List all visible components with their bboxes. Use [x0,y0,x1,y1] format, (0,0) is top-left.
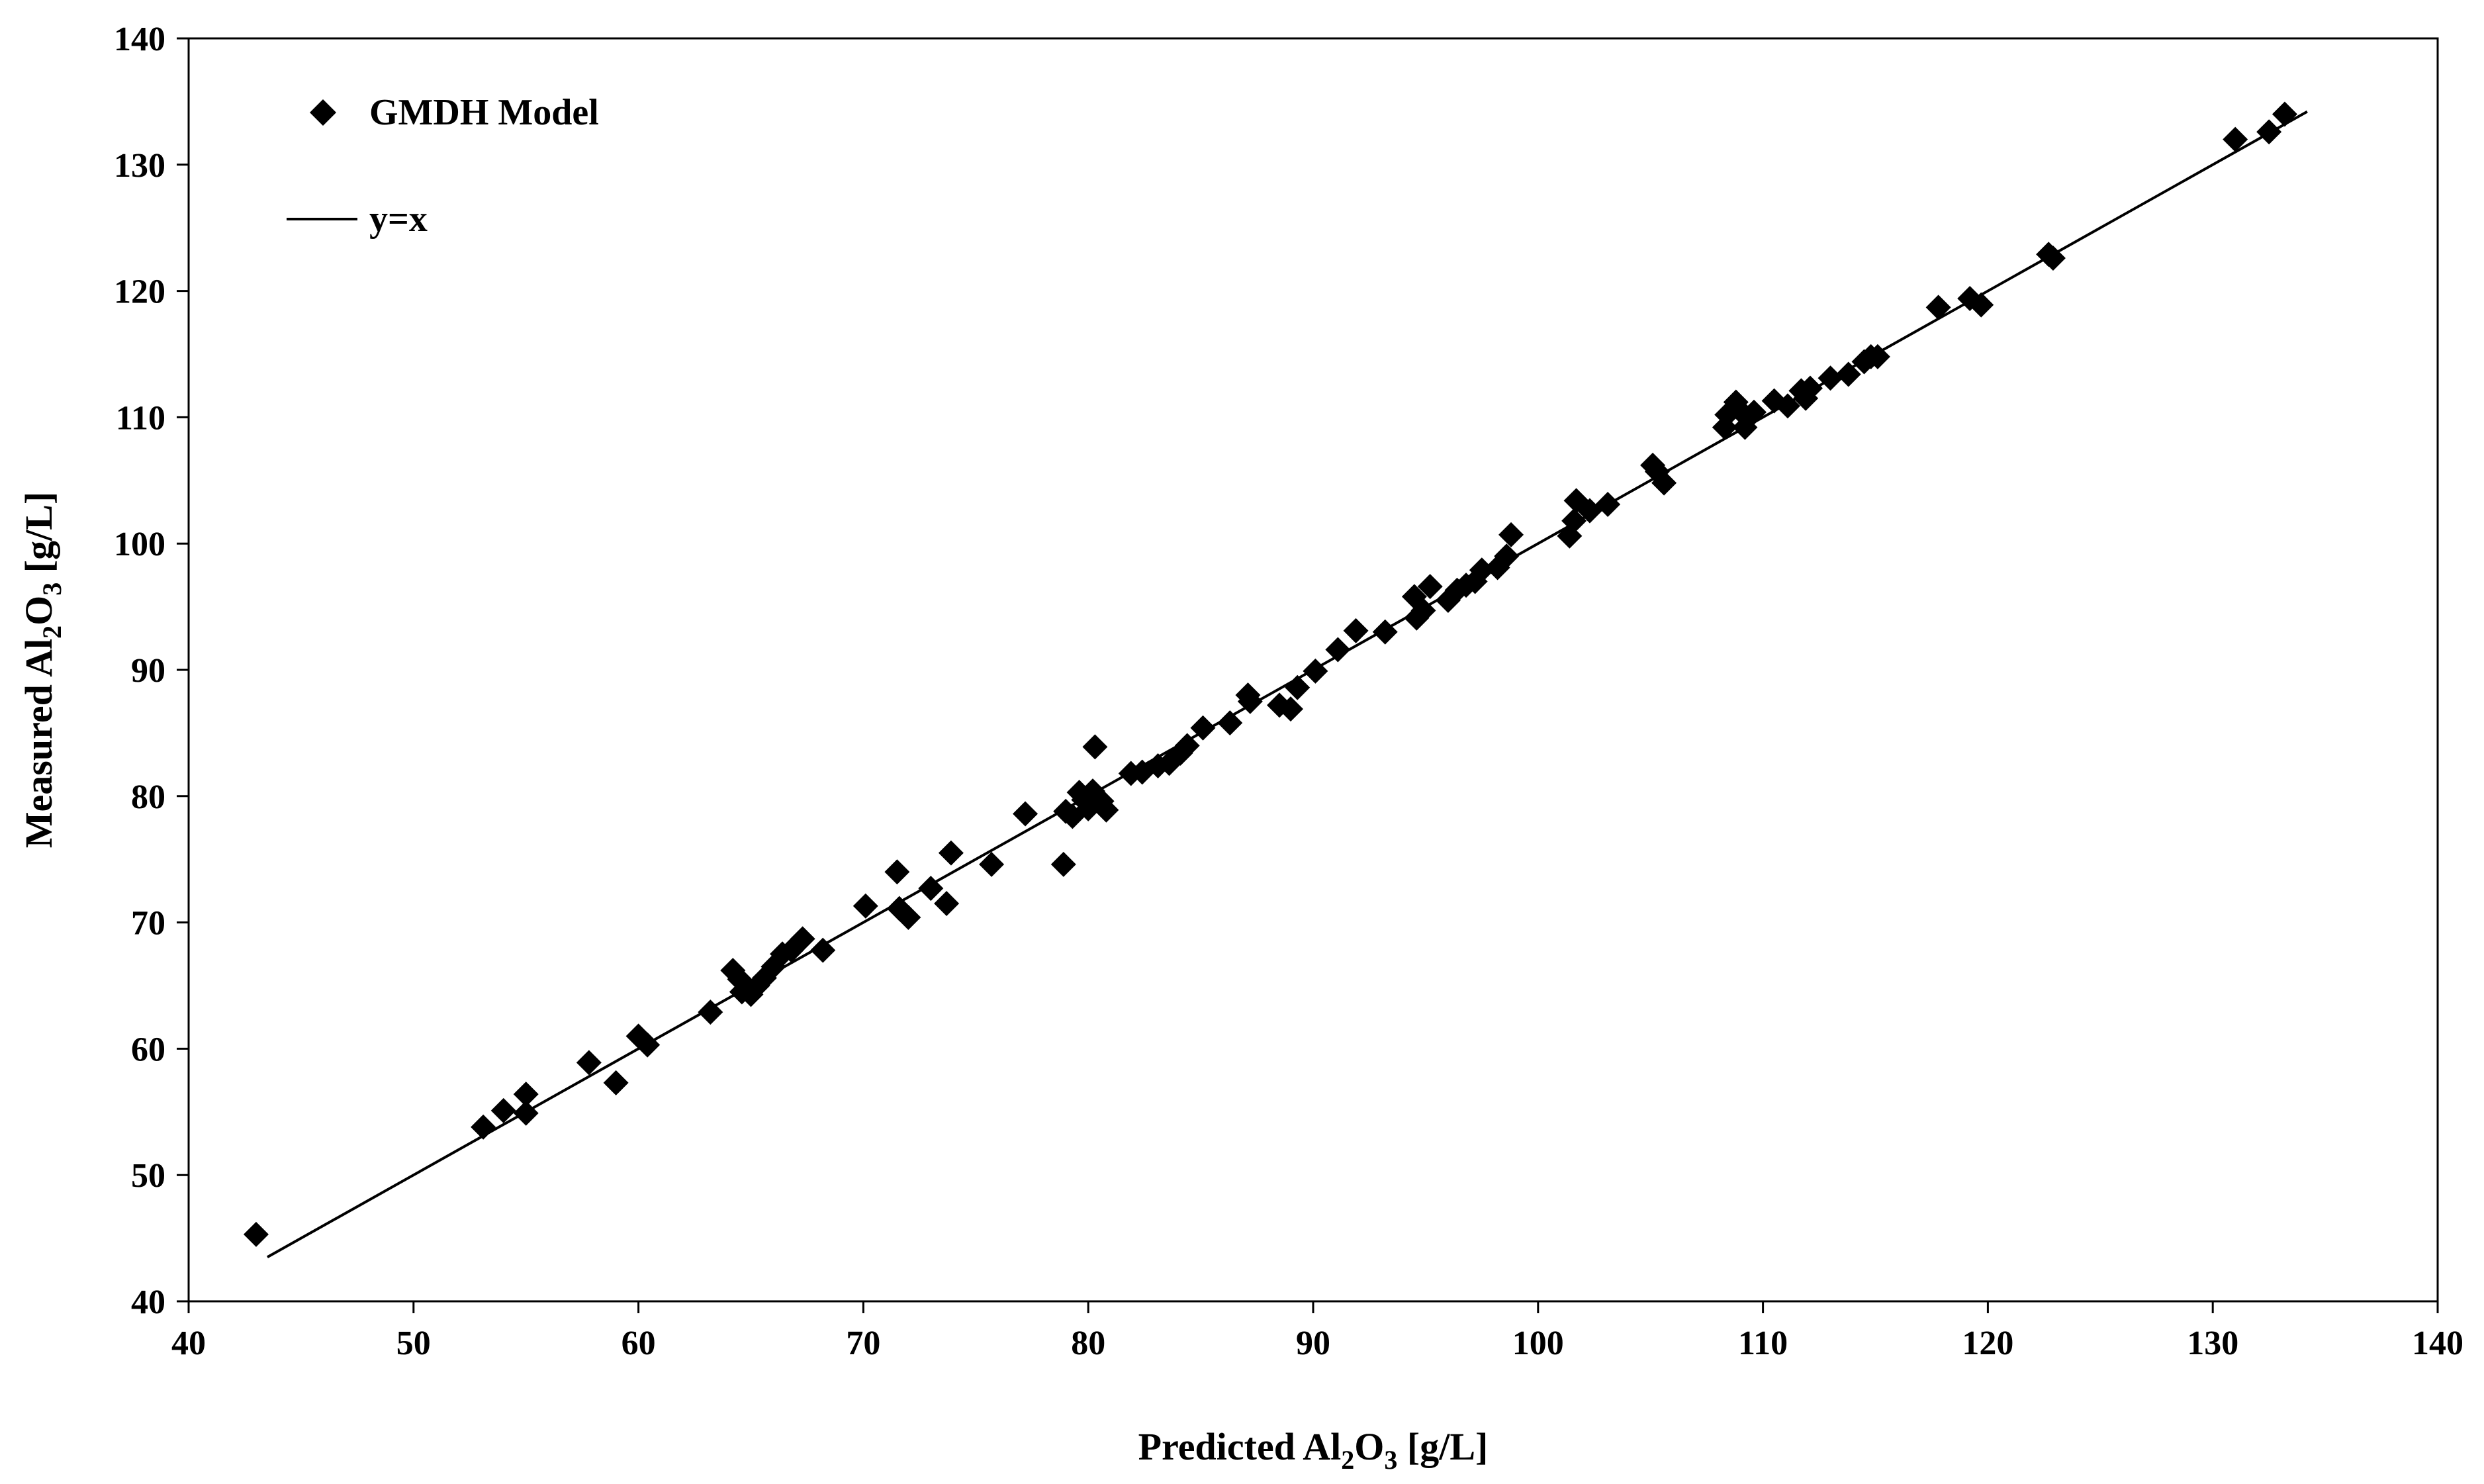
data-point [1343,618,1369,643]
legend: GMDH Model y=x [287,92,599,240]
data-point [635,1032,661,1058]
data-point [1561,508,1587,533]
y-axis-ticks: 40 50 60 70 80 90 100 110 120 130 140 [114,21,189,1321]
data-point [1410,598,1436,624]
data-point [513,1100,539,1126]
y-tick-label: 70 [131,905,165,943]
legend-label-identity-line: y=x [369,199,428,240]
data-point [1237,688,1263,714]
data-point [1325,637,1351,663]
data-point [1797,375,1823,401]
x-tick-label: 80 [1071,1324,1105,1362]
y-tick-label: 40 [131,1283,165,1321]
x-tick-label: 60 [621,1324,656,1362]
y-tick-label: 50 [131,1157,165,1195]
data-point [576,1050,602,1076]
data-point [1372,619,1398,645]
data-point [979,851,1005,877]
data-point [938,840,964,866]
data-point [1864,344,1890,369]
data-point [1013,801,1038,827]
data-point [1082,734,1108,760]
data-point [603,1070,629,1095]
x-tick-label: 140 [2412,1324,2463,1362]
data-point [1741,399,1767,425]
data-point [1469,557,1495,583]
data-point [1174,733,1200,759]
y-axis-title: Measured Al2O3 [g/L] [17,492,67,848]
data-point [810,937,836,963]
x-tick-label: 120 [1962,1324,2013,1362]
x-tick-label: 40 [171,1324,206,1362]
data-point [1190,715,1216,741]
data-point [1093,797,1119,823]
data-point [1774,393,1800,419]
data-point [2040,245,2066,271]
data-point [884,859,910,885]
x-axis-ticks: 40 50 60 70 80 90 100 110 120 130 140 [171,1301,2463,1362]
y-tick-label: 110 [116,399,165,437]
data-point [1494,543,1520,569]
data-point [490,1097,516,1123]
y-tick-label: 60 [131,1031,165,1068]
data-point [513,1082,539,1107]
x-tick-label: 50 [396,1324,431,1362]
data-point [2272,101,2297,127]
data-point [896,904,921,930]
data-point [2223,126,2248,152]
x-tick-label: 110 [1738,1324,1788,1362]
x-tick-label: 130 [2187,1324,2238,1362]
y-tick-label: 130 [114,147,165,185]
data-point [243,1221,269,1247]
gmdh-model-series [243,101,2297,1247]
y-tick-label: 100 [114,526,165,563]
x-tick-label: 90 [1296,1324,1330,1362]
data-point [698,999,723,1025]
data-point [1498,522,1524,547]
data-point [790,926,815,952]
data-point [471,1114,496,1140]
data-point [1651,470,1677,496]
data-point [1217,710,1243,736]
y-tick-label: 140 [114,21,165,58]
y-tick-label: 80 [131,778,165,816]
y-tick-label: 120 [114,273,165,311]
data-point [852,893,878,919]
data-point [934,890,960,916]
data-point [1595,492,1621,518]
data-point [1050,851,1076,877]
data-point [1278,696,1304,722]
data-point [1817,365,1843,391]
x-tick-label: 100 [1512,1324,1564,1362]
data-point [1285,674,1311,700]
data-point [1925,295,1951,320]
data-point [1303,658,1328,684]
data-point [2256,119,2282,145]
data-point [918,876,944,902]
legend-marker-diamond [310,99,336,126]
x-tick-label: 70 [846,1324,880,1362]
data-point [1417,574,1443,600]
x-axis-title: Predicted Al2O3 [g/L] [1138,1425,1489,1475]
legend-label-gmdh-model: GMDH Model [369,92,599,133]
data-point [1968,292,1994,318]
data-point [1835,361,1861,387]
y-tick-label: 90 [131,652,165,690]
